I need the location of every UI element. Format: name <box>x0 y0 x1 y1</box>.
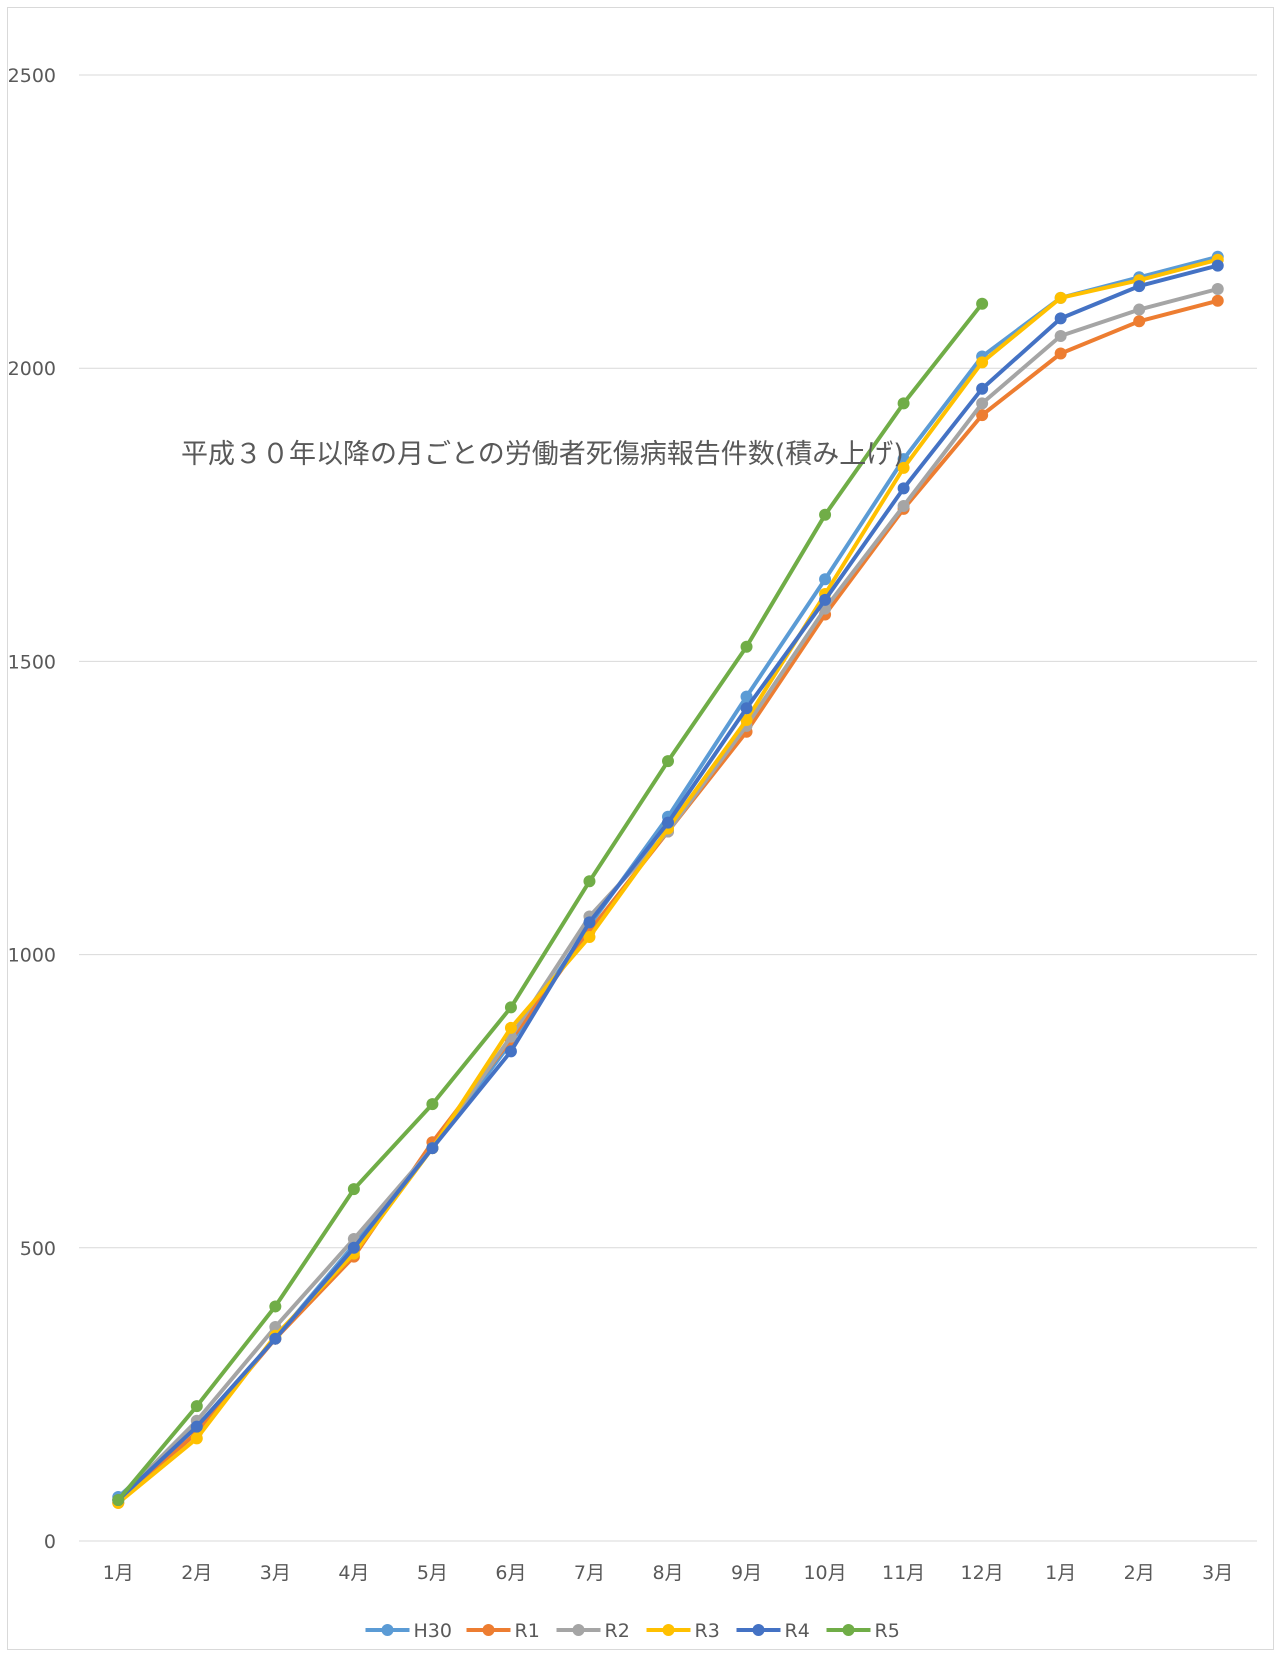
y-tick-label: 500 <box>20 1238 56 1260</box>
x-tick-label: 11月 <box>882 1562 925 1584</box>
x-tick-label: 3月 <box>260 1562 291 1584</box>
data-point <box>112 1493 125 1506</box>
legend-swatch-marker <box>662 1624 675 1636</box>
legend-swatch-marker <box>752 1624 765 1636</box>
gridlines <box>79 74 1257 1542</box>
y-tick-label: 1500 <box>8 651 56 673</box>
legend: H30 R1 R2 R3 R4 R5 <box>365 1620 900 1642</box>
series-R4 <box>112 259 1224 1506</box>
y-tick-label: 0 <box>44 1531 56 1553</box>
data-point <box>190 1400 203 1413</box>
chart-title-group: 平成３０年以降の月ごとの労働者死傷病報告件数(積み上げ) <box>181 439 904 470</box>
x-tick-label: 12月 <box>961 1562 1004 1584</box>
data-point <box>426 1142 439 1155</box>
data-point <box>662 816 674 829</box>
x-tick-label: 2月 <box>181 1562 212 1584</box>
x-tick-label: 4月 <box>338 1562 369 1584</box>
x-tick-label: 5月 <box>417 1562 448 1584</box>
data-point <box>347 1241 360 1254</box>
data-point <box>819 508 832 521</box>
data-point <box>426 1098 439 1111</box>
legend-label: R4 <box>785 1620 810 1642</box>
series-line-R1 <box>116 298 1220 1505</box>
x-tick-label: 3月 <box>1202 1562 1233 1584</box>
data-point <box>1211 259 1224 272</box>
legend-label: H30 <box>414 1620 452 1642</box>
data-point <box>897 500 910 513</box>
data-point <box>1054 291 1067 304</box>
data-point <box>740 690 753 703</box>
x-tick-label: 2月 <box>1124 1562 1155 1584</box>
y-tick-label: 2000 <box>8 358 56 380</box>
data-point <box>269 1300 282 1313</box>
legend-item-R4: R4 <box>736 1620 810 1642</box>
x-tick-label: 10月 <box>803 1562 846 1584</box>
legend-label: R2 <box>605 1620 630 1642</box>
data-point <box>1211 294 1224 307</box>
legend-label: R3 <box>695 1620 720 1642</box>
data-point <box>583 916 596 929</box>
data-point <box>897 461 910 474</box>
x-axis-ticks: 1月 2月 3月 4月 5月 6月 7月 8月 9月 10月 11月 12月 1月 2月 3月 <box>103 1562 1234 1584</box>
legend-swatch-marker <box>572 1624 585 1636</box>
data-point <box>976 356 989 369</box>
series-line-R5 <box>116 301 985 1502</box>
series-R5 <box>112 297 989 1506</box>
data-point <box>1133 280 1146 293</box>
y-tick-label: 2500 <box>8 65 56 87</box>
legend-item-R3: R3 <box>646 1620 720 1642</box>
legend-swatch-marker <box>482 1624 495 1636</box>
data-point <box>976 397 989 410</box>
legend-swatch-marker <box>381 1624 394 1636</box>
data-point <box>269 1332 282 1345</box>
data-point <box>819 593 832 606</box>
data-point <box>1133 303 1146 316</box>
x-tick-label: 8月 <box>652 1562 683 1584</box>
data-point <box>190 1432 203 1445</box>
data-point <box>1054 329 1067 342</box>
data-point <box>976 409 989 422</box>
x-tick-label: 9月 <box>731 1562 762 1584</box>
y-axis-ticks: 0 500 1000 1500 2000 2500 <box>8 65 56 1553</box>
data-point <box>976 382 989 395</box>
data-point <box>504 1001 517 1014</box>
data-point <box>740 702 753 715</box>
data-point <box>897 397 910 410</box>
data-point <box>1054 347 1067 360</box>
data-point <box>740 640 753 653</box>
chart-title: 平成３０年以降の月ごとの労働者死傷病報告件数(積み上げ) <box>181 439 904 470</box>
legend-item-R5: R5 <box>826 1620 900 1642</box>
data-point <box>740 714 753 727</box>
x-tick-label: 6月 <box>495 1562 526 1584</box>
data-point <box>190 1420 203 1433</box>
series-line-R2 <box>116 287 1220 1502</box>
data-point <box>897 482 910 495</box>
data-point <box>347 1183 360 1196</box>
x-tick-label: 7月 <box>574 1562 605 1584</box>
legend-label: R5 <box>875 1620 900 1642</box>
y-tick-label: 1000 <box>8 945 56 967</box>
data-point <box>1133 315 1146 328</box>
series-lines <box>112 250 1224 1509</box>
legend-item-R1: R1 <box>466 1620 540 1642</box>
legend-label: R1 <box>515 1620 540 1642</box>
data-point <box>1211 283 1224 296</box>
legend-item-R2: R2 <box>556 1620 630 1642</box>
x-tick-label: 1月 <box>103 1562 134 1584</box>
data-point <box>583 875 596 888</box>
data-point <box>976 297 989 310</box>
legend-swatch-marker <box>842 1624 855 1636</box>
legend-item-H30: H30 <box>365 1620 452 1642</box>
x-tick-label: 1月 <box>1045 1562 1076 1584</box>
data-point <box>1054 312 1067 325</box>
data-point <box>583 931 596 944</box>
data-point <box>819 573 832 586</box>
data-point <box>662 755 674 768</box>
data-point <box>504 1045 517 1058</box>
data-point <box>504 1021 517 1034</box>
